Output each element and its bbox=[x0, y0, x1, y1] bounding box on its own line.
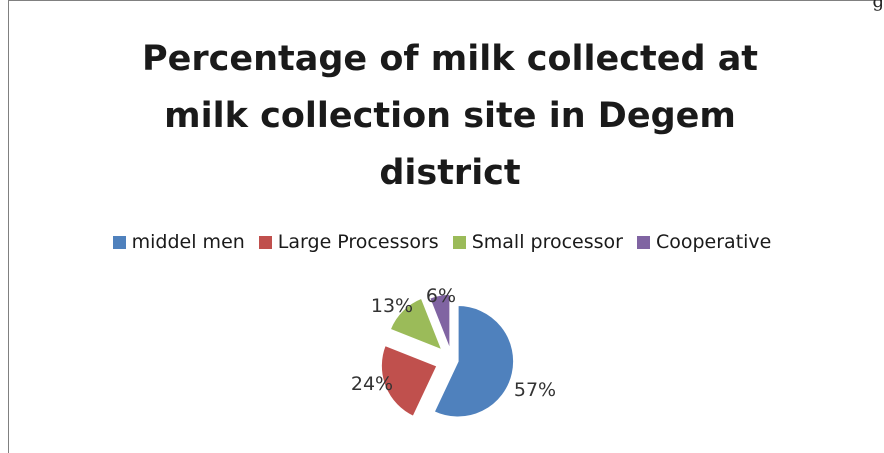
data-label-large-processors: 24% bbox=[351, 373, 393, 395]
legend-item-cooperative: Cooperative bbox=[636, 231, 772, 253]
pie-data-labels: 57% 24% 13% 6% bbox=[351, 285, 556, 401]
legend-item-small-processor: Small processor bbox=[452, 231, 623, 253]
legend-swatch-small-processor bbox=[452, 235, 466, 249]
page-edge-text: g bbox=[872, 0, 884, 12]
data-label-small-processor: 13% bbox=[371, 295, 413, 317]
legend-swatch-large-processors bbox=[258, 235, 272, 249]
legend-item-middel-men: middel men bbox=[112, 231, 245, 253]
chart-frame bbox=[8, 0, 882, 453]
legend-swatch-cooperative bbox=[636, 235, 650, 249]
pie-slice-middel-men bbox=[433, 304, 515, 419]
pie-slice-cooperative bbox=[428, 293, 451, 351]
pie-slices bbox=[380, 293, 515, 419]
chart-title-line-2: milk collection site in Degem bbox=[164, 96, 736, 136]
legend-label-large-processors: Large Processors bbox=[277, 231, 439, 253]
chart-title-line-1: Percentage of milk collected at bbox=[141, 39, 759, 79]
chart-legend: middel men Large Processors Small proces… bbox=[0, 231, 884, 253]
legend-label-small-processor: Small processor bbox=[471, 231, 623, 253]
chart-title-line-3: district bbox=[379, 153, 521, 193]
data-label-cooperative: 6% bbox=[426, 285, 456, 307]
legend-label-cooperative: Cooperative bbox=[655, 231, 772, 253]
legend-item-large-processors: Large Processors bbox=[258, 231, 439, 253]
pie-slice-large-processors bbox=[380, 344, 439, 418]
legend-label-middel-men: middel men bbox=[131, 231, 245, 253]
pie-slice-small-processor bbox=[389, 297, 444, 352]
data-label-middel-men: 57% bbox=[514, 379, 556, 401]
legend-swatch-middel-men bbox=[112, 235, 126, 249]
